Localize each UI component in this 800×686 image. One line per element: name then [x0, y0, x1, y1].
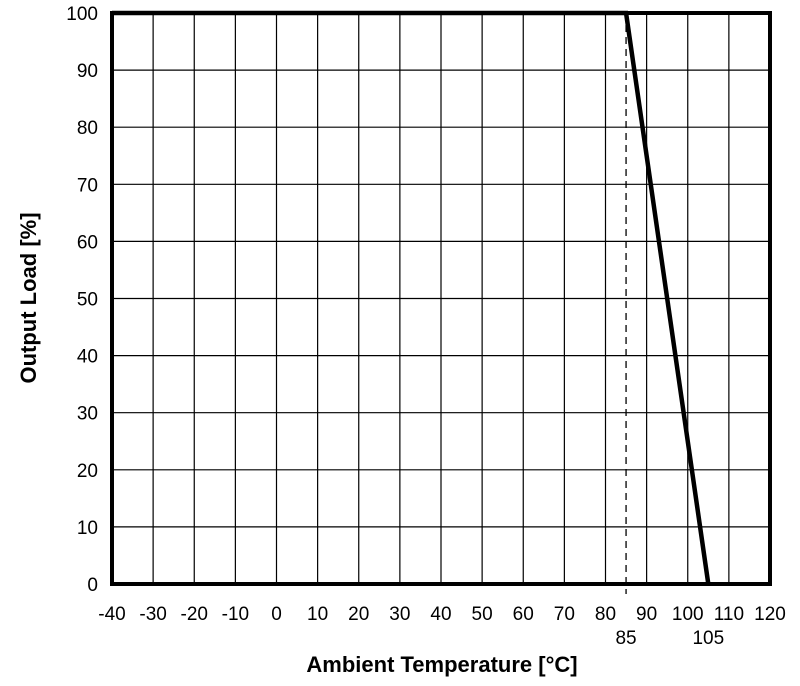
grid-lines: [111, 12, 771, 585]
y-tick-label: 90: [77, 61, 98, 82]
y-tick-label: 70: [77, 175, 98, 196]
x-tick-label: 10: [307, 604, 328, 625]
x-tick-label: -20: [181, 604, 208, 625]
x-tick-label: 120: [754, 604, 786, 625]
x-extra-tick-label: 105: [692, 628, 724, 649]
x-tick-label: 80: [595, 604, 616, 625]
plot-frame: [110, 11, 772, 586]
x-tick-label: 90: [636, 604, 657, 625]
x-tick-label: 40: [430, 604, 451, 625]
x-tick-labels: -40 -30 -20 -10 0 10 20 30 40 50 60 70 80 90 100 110 120…: [98, 604, 786, 649]
x-extra-tick-label: 85: [615, 628, 636, 649]
x-tick-label: -10: [222, 604, 249, 625]
y-tick-label: 40: [77, 347, 98, 368]
y-tick-label: 20: [77, 461, 98, 482]
x-tick-label: -40: [98, 604, 125, 625]
x-tick-label: 20: [348, 604, 369, 625]
y-tick-labels: 0 10 20 30 40 50 60 70 80 90 100: [66, 4, 98, 596]
x-tick-label: 30: [389, 604, 410, 625]
x-tick-label: 0: [271, 604, 282, 625]
y-tick-label: 80: [77, 118, 98, 139]
x-axis-title: Ambient Temperature [°C]: [306, 652, 577, 677]
x-tick-label: 110: [714, 604, 744, 625]
y-tick-label: 0: [87, 575, 98, 596]
y-tick-label: 50: [77, 290, 98, 311]
y-tick-label: 30: [77, 404, 98, 425]
x-tick-label: 60: [513, 604, 534, 625]
x-tick-label: 70: [554, 604, 575, 625]
x-tick-label: 100: [672, 604, 704, 625]
x-tick-label: 50: [472, 604, 493, 625]
y-axis-title: Output Load [%]: [16, 212, 41, 383]
y-tick-label: 60: [77, 232, 98, 253]
y-tick-label: 10: [77, 518, 98, 539]
y-tick-label: 100: [66, 4, 98, 25]
x-tick-label: -30: [139, 604, 166, 625]
